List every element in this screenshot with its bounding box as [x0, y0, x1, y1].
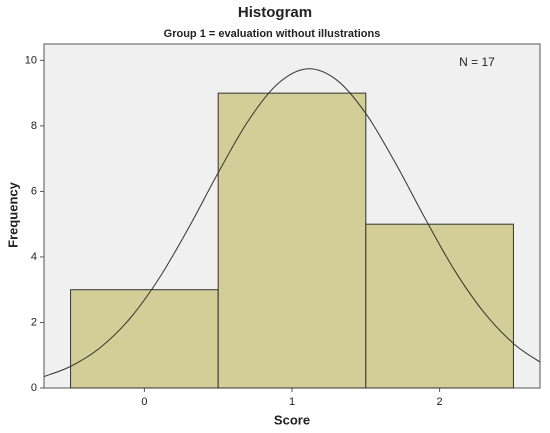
y-tick-label: 0: [31, 382, 37, 394]
chart-title: Histogram: [238, 4, 312, 21]
y-tick-label: 8: [31, 120, 37, 132]
annotation: N = 17: [459, 55, 495, 69]
y-tick-label: 10: [25, 54, 37, 66]
y-axis-title: Frequency: [5, 181, 20, 248]
x-tick-label: 1: [289, 396, 295, 408]
y-tick-label: 6: [31, 185, 37, 197]
y-tick-label: 4: [31, 251, 37, 263]
bar: [70, 289, 219, 389]
bar: [365, 223, 514, 389]
y-tick-label: 2: [31, 316, 37, 328]
normal-curve: [43, 68, 541, 378]
bar: [217, 92, 367, 389]
x-tick-label: 0: [141, 396, 147, 408]
chart-subtitle: Group 1 = evaluation without illustratio…: [164, 28, 381, 40]
x-axis-title: Score: [274, 412, 310, 427]
x-tick-label: 2: [437, 396, 443, 408]
